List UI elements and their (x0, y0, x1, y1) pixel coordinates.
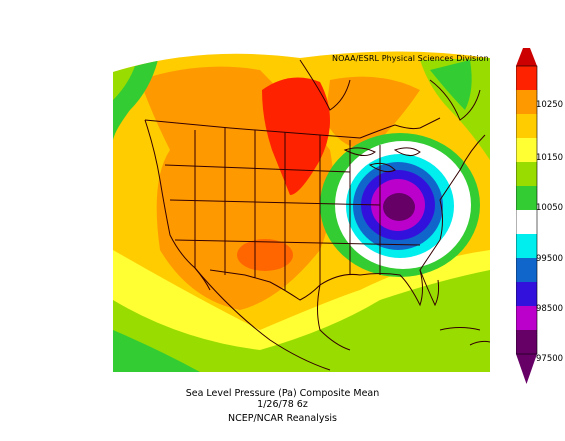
colorbar-swatch-9 (516, 258, 537, 282)
colorbar-swatch-2 (516, 90, 537, 114)
caption-source: NCEP/NCAR Reanalysis (227, 413, 337, 424)
field-high-red (262, 77, 330, 195)
colorbar-swatch-6 (516, 186, 537, 210)
colorbar-swatch-10 (516, 282, 537, 306)
colorbar-top-arrow (516, 48, 537, 66)
geo-outlines (144, 59, 490, 371)
coast-mexico-gulf (317, 284, 351, 351)
colorbar-swatch-11 (516, 306, 537, 330)
coast-east (439, 134, 486, 241)
colorbar-swatch-4 (516, 138, 537, 162)
colorbar-swatch-12 (516, 330, 537, 354)
border-mexico (209, 269, 321, 301)
field-green-northeast (430, 60, 472, 110)
colorbar-swatch-7 (516, 210, 537, 234)
colorbar-swatch-1 (516, 66, 537, 90)
caption-date: 1/26/78 6z (257, 399, 308, 410)
colorbar-label-97500: 97500 (536, 354, 564, 364)
colorbar-label-10250: 10250 (536, 100, 564, 110)
field-green-southwest (113, 330, 200, 372)
colorbar-swatch-3 (516, 114, 537, 138)
colorbar-label-10150: 10150 (536, 153, 564, 163)
colorbar (516, 48, 538, 384)
border-us-canada (144, 117, 441, 139)
caption-title: Sea Level Pressure (Pa) Composite Mean (185, 388, 380, 399)
coast-mexico-pacific (194, 267, 331, 371)
field-light-green-northwest (113, 66, 135, 100)
colorbar-swatch-8 (516, 234, 537, 258)
pressure-field (113, 51, 490, 372)
colorbar-label-99500: 99500 (536, 254, 564, 264)
low-ring-center (383, 193, 415, 221)
field-dark-orange-sw (237, 239, 293, 271)
colorbar-label-10050: 10050 (536, 203, 564, 213)
field-orange-north (325, 76, 420, 150)
field-light-green-south (113, 270, 490, 372)
credit-text: NOAA/ESRL Physical Sciences Division (332, 54, 489, 63)
coast-gulf (319, 239, 441, 307)
colorbar-swatch-5 (516, 162, 537, 186)
colorbar-bottom-arrow (516, 354, 537, 384)
colorbar-label-98500: 98500 (536, 304, 564, 314)
